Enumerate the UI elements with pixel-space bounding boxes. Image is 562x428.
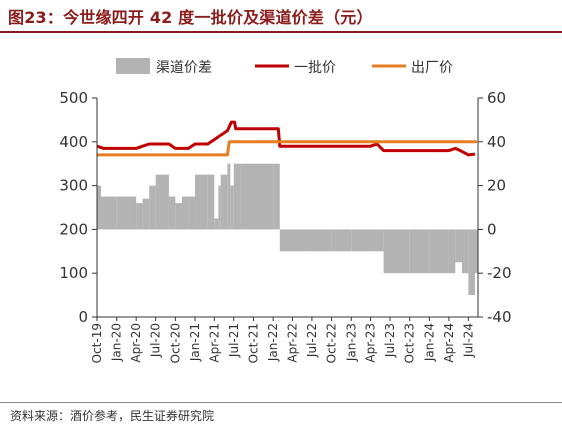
legend-swatch-spread [116,58,150,74]
x-tick-label: Oct-22 [325,323,339,363]
right-tick-label: -20 [487,264,512,282]
price-lines [96,120,477,157]
spread-bar [233,163,241,230]
x-tick-label: Apr-22 [285,323,299,363]
spread-bar [475,229,478,274]
x-tick-label: Oct-23 [403,323,417,363]
left-tick-label: 200 [59,220,88,238]
x-tick-label: Jan-24 [422,323,436,362]
x-tick-label: Apr-24 [442,323,456,363]
x-tick-label: Oct-19 [90,323,104,363]
spread-bar [129,196,137,230]
spread-bar [279,229,306,252]
spread-bar [181,196,189,230]
x-tick-label: Jul-22 [305,323,319,358]
spread-bar [448,229,456,274]
spread-bar [97,185,102,230]
x-tick-label: Apr-20 [129,323,143,363]
spread-bar [240,163,254,230]
spread-bar [116,196,130,230]
spread-bar [429,229,449,274]
wholesale-price-line [96,120,476,157]
spread-bar [149,185,156,230]
spread-bar [214,218,219,230]
x-tick-label: Jul-20 [149,323,163,358]
spread-bar [351,229,371,252]
right-tick-label: 40 [487,133,506,151]
spread-bar [305,229,332,252]
x-tick-label: Jul-24 [461,323,475,358]
spread-bar [136,203,143,230]
left-tick-label: 0 [78,308,88,326]
axes: 0 100 200 300 400 500 -40 -20 0 20 40 60 Oct-19 Jan-2… [59,89,511,363]
x-tick-label: Apr-23 [364,323,378,363]
footer-divider [0,402,562,403]
spread-bar [168,196,176,230]
factory-price-line [97,140,477,157]
left-tick-label: 100 [59,264,88,282]
x-tick-label: Oct-20 [168,323,182,363]
legend-label-spread: 渠道价差 [156,60,212,76]
left-tick-label: 300 [59,177,88,195]
right-tick-label: 60 [487,89,506,107]
chart-container: 渠道价差 一批价 出厂价 0 100 200 300 400 500 -40 -20 0 20 40 60… [0,36,562,396]
spread-bar [230,185,234,230]
spread-bar [218,185,221,230]
source-note: 资料来源：酒价参考，民生证券研究院 [10,409,215,423]
spread-bar [227,163,231,230]
spread-bar [142,198,150,230]
legend-label-factory: 出厂价 [411,60,453,76]
right-tick-label: -40 [487,308,512,326]
spread-bar [101,196,117,230]
spread-bar [155,174,169,230]
spread-bar [273,163,280,230]
x-tick-label: Jul-23 [383,323,397,358]
left-tick-label: 500 [59,89,88,107]
left-tick-label: 400 [59,133,88,151]
spread-bar [195,174,208,230]
spread-bar [253,163,274,230]
title-bar: 图23：今世缘四开 42 度一批价及渠道价差（元） [0,0,562,30]
spread-bar [409,229,430,274]
spread-bar [370,229,384,252]
x-tick-label: Jan-21 [188,323,202,362]
legend-label-wholesale: 一批价 [294,60,336,76]
spread-bar [331,229,352,252]
x-tick-label: Jan-22 [266,323,280,362]
spread-bar [207,174,215,230]
x-tick-label: Oct-21 [247,323,261,363]
x-tick-label: Jul-21 [227,323,241,358]
spread-bar [455,229,462,263]
spread-bar [468,229,476,296]
title-divider [0,31,562,33]
x-tick-label: Jan-20 [110,323,124,362]
spread-bar [461,229,469,274]
right-tick-label: 0 [487,220,497,238]
spread-bar [220,174,228,230]
spread-bar [383,229,410,274]
x-tick-label: Jan-23 [344,323,358,362]
spread-bar [188,196,196,230]
right-tick-label: 20 [487,177,506,195]
spread-bar [175,203,182,230]
x-tick-label: Apr-21 [207,323,221,363]
figure-title: 图23：今世缘四开 42 度一批价及渠道价差（元） [8,8,373,27]
spread-bars [97,163,478,296]
legend: 渠道价差 一批价 出厂价 [116,58,453,76]
price-chart: 渠道价差 一批价 出厂价 0 100 200 300 400 500 -40 -20 0 20 40 60… [59,58,512,363]
